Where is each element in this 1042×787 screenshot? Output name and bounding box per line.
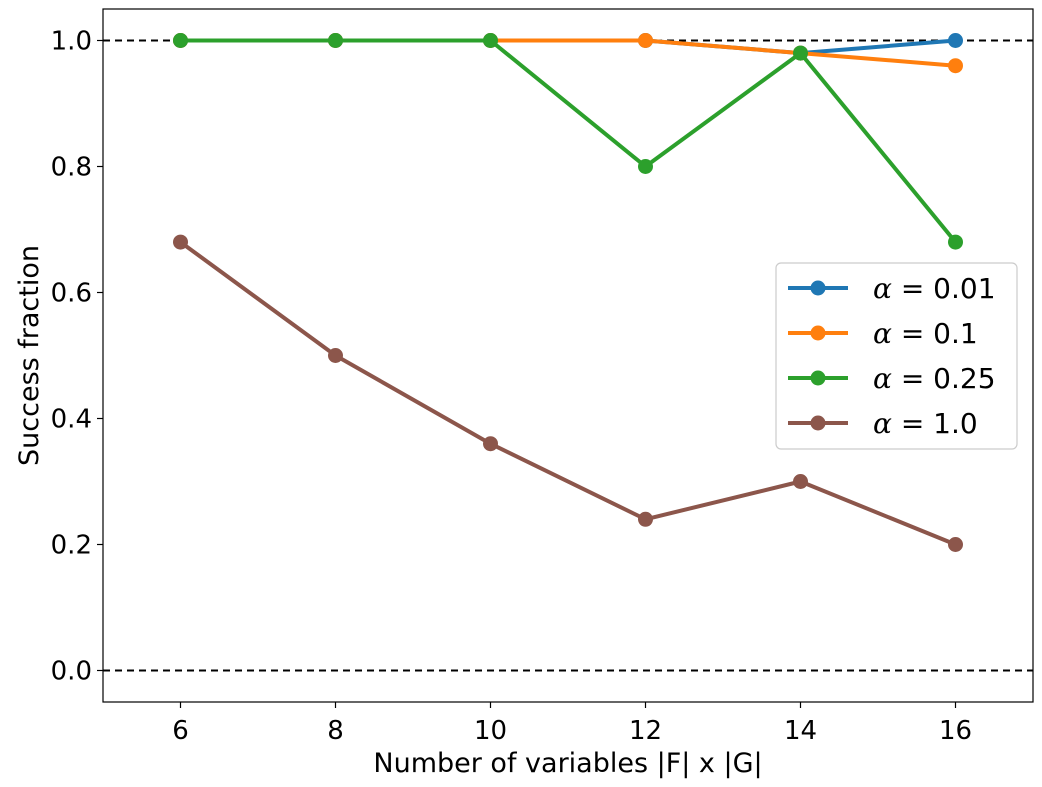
data-point xyxy=(948,58,963,74)
legend-marker xyxy=(810,280,826,296)
x-tick-label: 10 xyxy=(474,716,507,746)
data-point xyxy=(483,33,498,48)
series-line xyxy=(178,38,958,245)
data-point xyxy=(638,511,653,527)
x-axis-label: Number of variables |F| x |G| xyxy=(373,748,762,779)
legend-marker xyxy=(810,370,826,386)
data-point xyxy=(173,33,188,48)
y-axis-label: Success fraction xyxy=(14,245,45,466)
data-point xyxy=(793,45,808,61)
series-2 xyxy=(173,33,963,250)
legend-item: α = 0.25 xyxy=(788,362,996,395)
legend-marker xyxy=(810,415,826,431)
x-tick-label: 16 xyxy=(939,716,972,746)
series-line xyxy=(178,38,958,68)
reference-lines xyxy=(103,39,1033,672)
legend-label: α = 0.1 xyxy=(873,317,978,350)
series-line xyxy=(178,240,958,547)
data-point xyxy=(948,234,963,250)
data-point xyxy=(638,159,653,174)
y-tick-label: 1.0 xyxy=(51,27,92,57)
legend-label: α = 0.01 xyxy=(873,272,996,305)
data-point xyxy=(948,33,963,48)
legend-item: α = 0.1 xyxy=(788,317,978,350)
data-point xyxy=(948,537,963,552)
legend-item: α = 0.01 xyxy=(788,272,996,305)
data-point xyxy=(793,474,808,489)
x-tick-label: 14 xyxy=(784,716,817,746)
data-point xyxy=(173,234,188,250)
y-tick-label: 0.4 xyxy=(51,405,92,435)
y-tick-label: 0.2 xyxy=(51,531,92,561)
y-tick-label: 0.0 xyxy=(51,657,92,687)
legend-label: α = 0.25 xyxy=(873,362,996,395)
y-tick-label: 0.8 xyxy=(51,153,92,183)
series-3 xyxy=(173,234,963,552)
legend-label: α = 1.0 xyxy=(873,407,978,440)
legend-item: α = 1.0 xyxy=(788,407,978,440)
series-layer xyxy=(173,33,963,552)
data-point xyxy=(328,33,343,48)
plot-frame xyxy=(102,8,1034,703)
x-axis: 6 8 10 12 14 16 xyxy=(172,702,972,746)
legend: α = 0.01 α = 0.1 α = 0.25 α = 1.0 xyxy=(775,262,1018,450)
y-tick-label: 0.6 xyxy=(51,279,92,309)
data-point xyxy=(328,348,343,363)
x-tick-label: 6 xyxy=(172,716,189,746)
x-tick-label: 12 xyxy=(629,716,662,746)
data-point xyxy=(483,436,498,452)
y-axis: 0.0 0.2 0.4 0.6 0.8 1.0 xyxy=(51,27,103,687)
legend-marker xyxy=(810,325,826,341)
data-point xyxy=(638,33,653,48)
x-tick-label: 8 xyxy=(327,716,344,746)
legend-box xyxy=(775,262,1018,450)
